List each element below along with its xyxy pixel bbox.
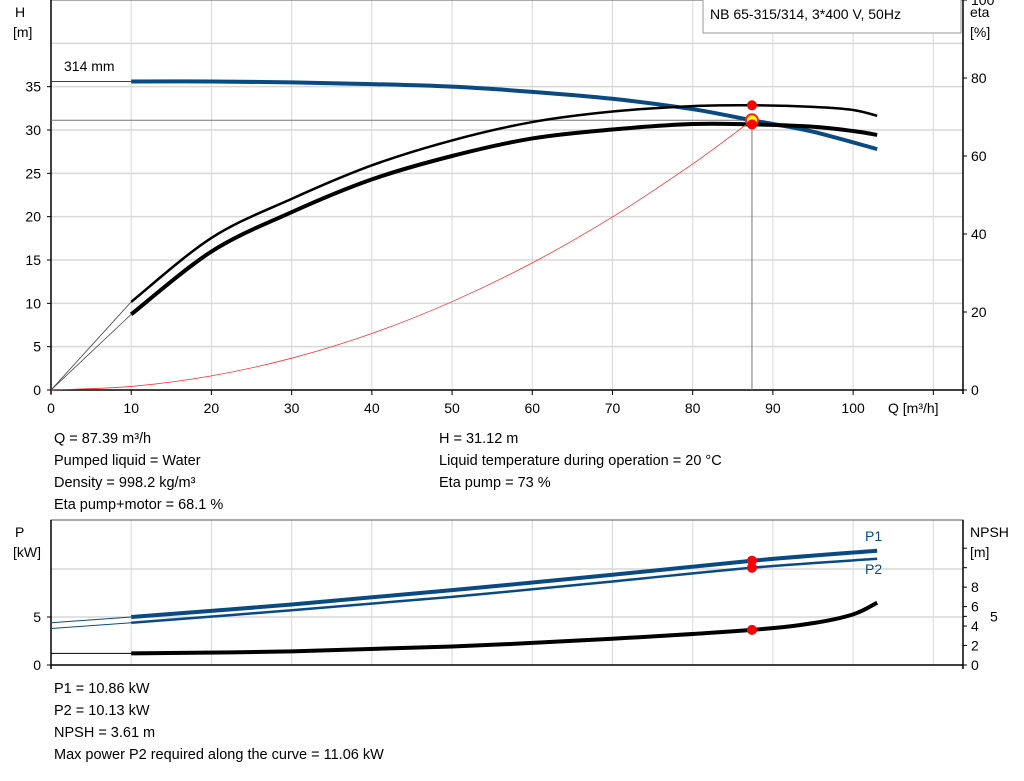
- y-axis-label-right: eta: [970, 4, 990, 20]
- y-tick-label-left: 35: [25, 79, 41, 95]
- eta-pump-motor-extension: [50, 314, 132, 391]
- info-density: Density = 998.2 kg/m³: [54, 475, 196, 491]
- y-tick-label-right: 0: [971, 382, 979, 398]
- head-curve: [131, 79, 878, 151]
- y-tick-label-left: 5: [33, 339, 41, 355]
- y-tick-label-left: 0: [33, 657, 41, 673]
- info-p1: P1 = 10.86 kW: [54, 681, 150, 697]
- info-temperature: Liquid temperature during operation = 20…: [439, 453, 722, 469]
- x-tick-label: 70: [605, 400, 621, 416]
- info-max-power: Max power P2 required along the curve = …: [54, 747, 384, 763]
- system-curve-curve: [50, 119, 753, 391]
- x-tick-label: 20: [204, 400, 220, 416]
- plot-frame: [50, 0, 964, 391]
- y-axis-label-left: H: [15, 4, 25, 20]
- y-tick-label-left: 25: [25, 165, 41, 181]
- eta-pump-extension: [50, 301, 132, 391]
- y-tick-label-right: 40: [971, 226, 987, 242]
- y-tick-label-right: 6: [971, 599, 979, 615]
- y-tick-label-right: 20: [971, 304, 987, 320]
- P1-operating-marker: [746, 555, 757, 566]
- y-tick-label-right: 60: [971, 148, 987, 164]
- y-axis-label-left: [m]: [13, 24, 32, 40]
- bottom-info: P1 = 10.86 kW P2 = 10.13 kW NPSH = 3.61 …: [54, 678, 384, 766]
- x-tick-label: 0: [47, 400, 55, 416]
- y-tick-label-left: 0: [33, 382, 41, 398]
- x-tick-label: 10: [123, 400, 139, 416]
- y-axis-label-left: P: [15, 524, 24, 540]
- x-tick-label: 60: [524, 400, 540, 416]
- y-tick-label-left: 5: [33, 609, 41, 625]
- P2-curve: [131, 557, 878, 624]
- info-liquid: Pumped liquid = Water: [54, 453, 201, 469]
- y-tick-label-right: 2: [971, 638, 979, 654]
- P1-curve: [131, 548, 878, 619]
- y-axis-label-right: [m]: [970, 544, 989, 560]
- title-box: [702, 0, 962, 34]
- y-axis-label-left: [kW]: [13, 544, 41, 560]
- y-tick-label-right: 8: [971, 579, 979, 595]
- y-tick-label-right: 5: [990, 608, 998, 624]
- x-tick-label: 90: [765, 400, 781, 416]
- y-tick-label-left: 10: [25, 295, 41, 311]
- eta-pump-motor-curve: [129, 121, 878, 316]
- eta-pump-marker: [746, 100, 757, 111]
- series-label-p2: P2: [865, 561, 882, 577]
- x-axis-label: Q [m³/h]: [888, 400, 939, 416]
- NPSH-curve: [131, 600, 879, 656]
- info-npsh: NPSH = 3.61 m: [54, 725, 156, 741]
- eta-pump-motor-marker: [746, 119, 757, 130]
- y-tick-label-left: 15: [25, 252, 41, 268]
- info-q: Q = 87.39 m³/h: [54, 431, 152, 447]
- y-axis-label-right: NPSH: [970, 524, 1009, 540]
- top-info-right: H = 31.12 m Liquid temperature during op…: [439, 428, 722, 494]
- NPSH-operating-marker: [746, 624, 757, 635]
- info-p2: P2 = 10.13 kW: [54, 703, 150, 719]
- impeller-label: 314 mm: [64, 58, 115, 74]
- P2-operating-marker: [746, 562, 757, 573]
- y-tick-label-right: 100: [971, 0, 995, 8]
- top-info-left: Q = 87.39 m³/h Pumped liquid = Water Den…: [54, 428, 223, 516]
- series-label-p1: P1: [865, 528, 882, 544]
- y-tick-label-left: 30: [25, 122, 41, 138]
- chart-title: NB 65-315/314, 3*400 V, 50Hz: [710, 6, 901, 22]
- y-tick-label-left: 20: [25, 209, 41, 225]
- y-axis-label-right: [%]: [970, 24, 990, 40]
- info-eta-pump-motor: Eta pump+motor = 68.1 %: [54, 497, 224, 513]
- P1-curve-extension: [50, 616, 132, 624]
- y-tick-label-right: 4: [971, 618, 979, 634]
- x-tick-label: 30: [284, 400, 300, 416]
- x-tick-label: 100: [841, 400, 865, 416]
- x-tick-label: 40: [364, 400, 380, 416]
- x-tick-label: 50: [444, 400, 460, 416]
- info-eta-pump: Eta pump = 73 %: [439, 475, 551, 491]
- P2-curve-extension: [50, 622, 132, 630]
- y-tick-label-right: 0: [971, 657, 979, 673]
- y-tick-label-right: 80: [971, 70, 987, 86]
- info-h: H = 31.12 m: [439, 431, 519, 447]
- eta-pump-curve: [130, 103, 878, 303]
- x-tick-label: 80: [685, 400, 701, 416]
